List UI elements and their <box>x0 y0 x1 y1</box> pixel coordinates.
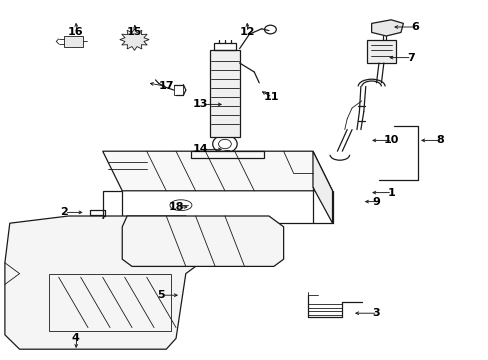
Text: 11: 11 <box>263 92 279 102</box>
Polygon shape <box>312 151 332 223</box>
Polygon shape <box>122 216 283 266</box>
Text: 1: 1 <box>386 188 394 198</box>
Text: 4: 4 <box>72 333 80 343</box>
Text: 15: 15 <box>126 27 142 37</box>
Text: 2: 2 <box>60 207 67 217</box>
Text: 13: 13 <box>192 99 208 109</box>
Text: 18: 18 <box>168 202 183 212</box>
Polygon shape <box>371 20 403 36</box>
Text: 7: 7 <box>406 53 414 63</box>
Text: 17: 17 <box>158 81 174 91</box>
Polygon shape <box>63 36 83 47</box>
Polygon shape <box>210 50 239 137</box>
Text: 6: 6 <box>411 22 419 32</box>
Text: 3: 3 <box>372 308 380 318</box>
Text: 8: 8 <box>435 135 443 145</box>
Text: 16: 16 <box>68 27 83 37</box>
Polygon shape <box>120 29 149 50</box>
Polygon shape <box>102 151 332 191</box>
Text: 14: 14 <box>192 144 208 154</box>
Text: 12: 12 <box>239 27 254 37</box>
Polygon shape <box>366 40 395 63</box>
Text: 10: 10 <box>383 135 398 145</box>
Text: 5: 5 <box>157 290 165 300</box>
Text: 9: 9 <box>372 197 380 207</box>
Polygon shape <box>5 216 195 349</box>
